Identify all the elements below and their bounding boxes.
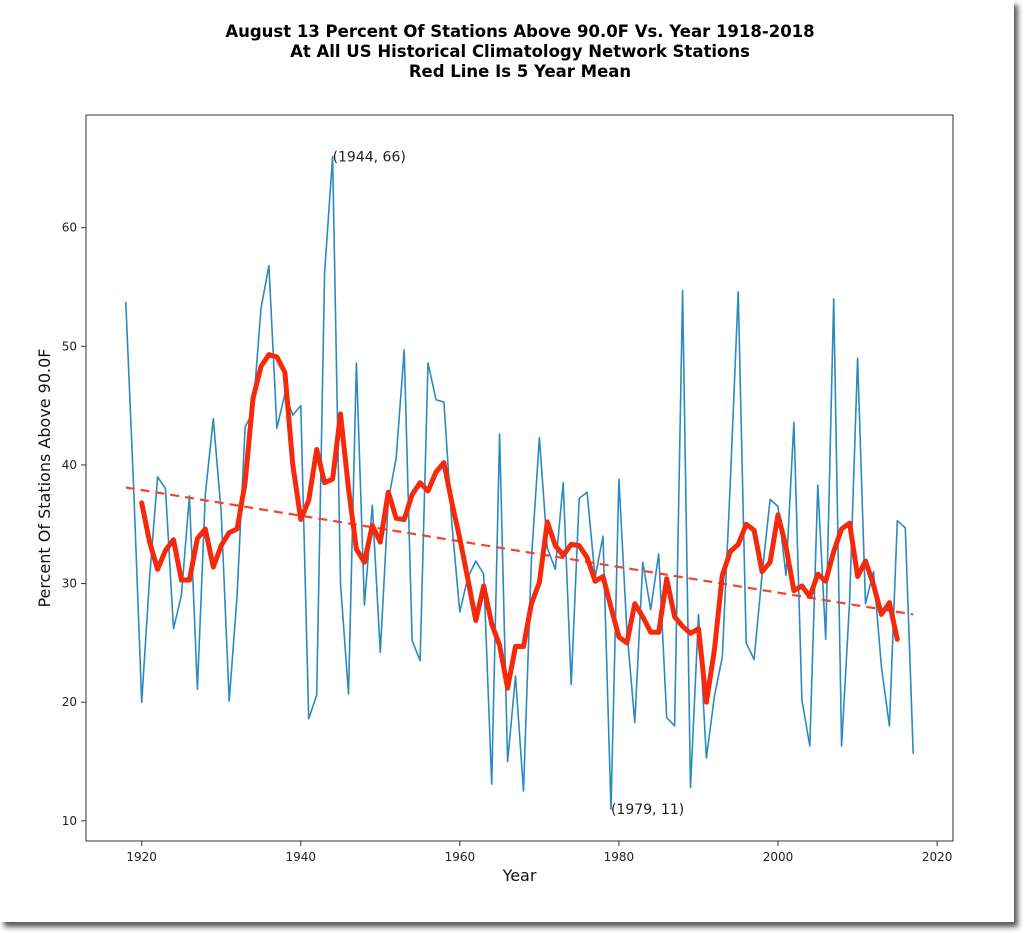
x-tick-label: 1960 [445,850,476,864]
x-tick-label: 1980 [604,850,635,864]
x-axis-label: Year [502,866,537,885]
chart-title-line-2: At All US Historical Climatology Network… [290,42,750,61]
y-axis-label: Percent Of Stations Above 90.0F [35,348,54,607]
chart-marks [125,155,915,810]
x-axis-ticks: 1920 1940 1960 1980 2000 2020 [126,841,952,864]
point-annotation: (1944, 66) [333,150,406,166]
y-tick-label: 10 [62,814,77,828]
series-line-linear-trend [125,486,914,616]
chart-title-line-1: August 13 Percent Of Stations Above 90.0… [225,22,815,41]
chart-title-line-3: Red Line Is 5 Year Mean [408,62,632,81]
y-axis-ticks: 10 20 30 40 50 60 [62,221,86,828]
x-tick-label: 1940 [285,850,316,864]
y-tick-label: 40 [62,458,77,472]
annotations: (1944, 66) (1979, 11) [333,150,685,818]
y-tick-label: 60 [62,221,77,235]
y-tick-label: 50 [62,339,77,353]
y-tick-label: 20 [62,695,77,709]
plot-area-frame [85,114,954,842]
x-tick-label: 2000 [763,850,794,864]
chart-title: August 13 Percent Of Stations Above 90.0… [0,22,1024,82]
point-annotation: (1979, 11) [611,802,684,818]
series-line-5-year-mean [139,352,900,705]
x-tick-label: 1920 [126,850,157,864]
figure-card [0,0,1014,922]
x-tick-label: 2020 [922,850,953,864]
y-tick-label: 30 [62,577,77,591]
